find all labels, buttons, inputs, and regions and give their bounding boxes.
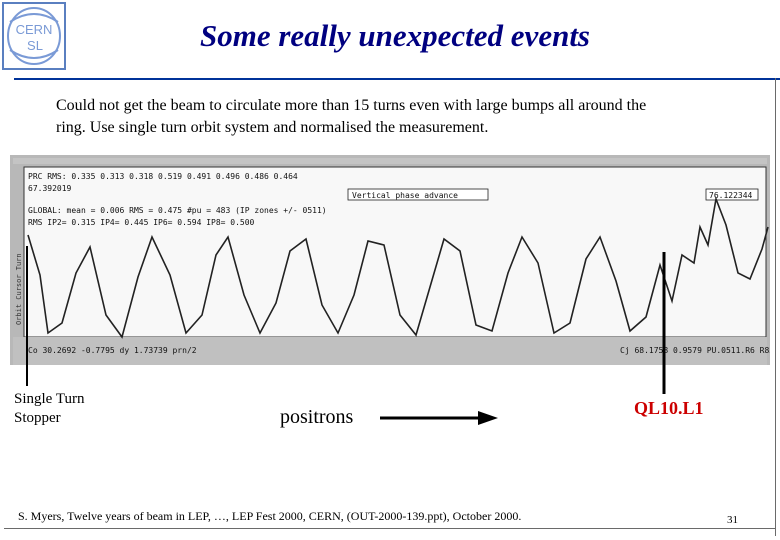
logo-text-sl: SL: [27, 38, 43, 53]
screen-value-row: 67.392019: [28, 184, 72, 193]
screen-caption: Vertical phase advance: [352, 191, 458, 200]
footer-divider: [4, 528, 776, 529]
screen-value-right: 76.122344: [709, 191, 753, 200]
single-turn-stopper-label: Single Turn Stopper: [14, 390, 84, 428]
screen-ip-row: RMS IP2= 0.315 IP4= 0.445 IP6= 0.594 IP8…: [28, 218, 255, 227]
stopper-marker-line: [26, 246, 28, 386]
footer-citation: S. Myers, Twelve years of beam in LEP, ……: [18, 509, 522, 523]
page-number: 31: [727, 514, 738, 526]
screen-global-row: GLOBAL: mean = 0.006 RMS = 0.475 #pu = 4…: [28, 206, 327, 215]
screen-side-label: Orbit Cursor Turn: [15, 253, 23, 325]
screen-rms-row: PRC RMS: 0.335 0.313 0.318 0.519 0.491 0…: [28, 172, 298, 181]
orbit-measurement-screenshot: PRC RMS: 0.335 0.313 0.318 0.519 0.491 0…: [10, 155, 770, 365]
ql-marker-line: [662, 252, 666, 394]
screen-cursor-left: Co 30.2692 -0.7795 dy 1.73739 prn/2: [28, 346, 197, 355]
orbit-waveform: [27, 196, 769, 339]
right-frame-line: [775, 78, 776, 536]
positrons-label: positrons: [280, 406, 354, 428]
screen-cursor-right: Cj 68.1758 0.9579 PU.0511.R6 R85: [620, 346, 770, 355]
ql10-l1-label: QL10.L1: [634, 398, 704, 418]
slide-body-text: Could not get the beam to circulate more…: [56, 97, 647, 136]
title-divider: [14, 78, 780, 80]
stopper-line-2: Stopper: [14, 410, 61, 426]
slide-title: Some really unexpected events: [200, 18, 590, 53]
positrons-direction-arrow: [380, 411, 498, 425]
logo-text-cern: CERN: [16, 22, 53, 37]
cern-sl-logo: CERN SL: [2, 2, 66, 70]
stopper-line-1: Single Turn: [14, 391, 85, 407]
